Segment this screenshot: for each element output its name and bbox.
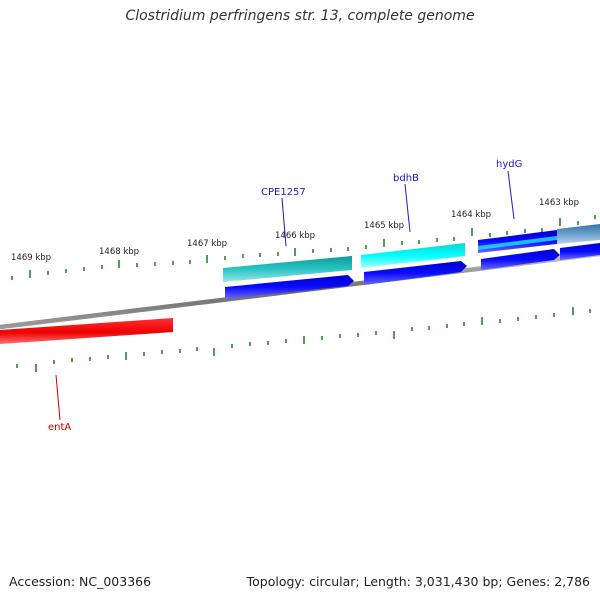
tick-label: 1467 kbp [187, 239, 227, 249]
label-leader-CPE1257 [281, 197, 287, 247]
outer-ticks [11, 215, 596, 280]
feature-bdhB[interactable] [361, 243, 465, 268]
feature-lower-2[interactable] [364, 261, 467, 285]
tick-label: 1468 kbp [99, 247, 139, 257]
tick-label: 1464 kbp [451, 210, 491, 220]
tick-label: 1465 kbp [364, 221, 404, 231]
inner-ticks [16, 307, 591, 372]
genome-summary-text: Topology: circular; Length: 3,031,430 bp… [246, 574, 590, 589]
feature-hydG-overlap [478, 236, 557, 250]
label-leader-entA [55, 374, 61, 421]
label-leader-bdhB [404, 183, 411, 233]
tick-label: 1466 kbp [275, 231, 315, 241]
feature-lower-1[interactable] [225, 275, 354, 299]
feature-lower-4[interactable] [560, 243, 600, 260]
tick-label: 1463 kbp [539, 198, 579, 208]
feature-lower-3[interactable] [481, 249, 560, 270]
accession-text: Accession: NC_003366 [9, 574, 152, 589]
tick-labels: 1469 kbp 1468 kbp 1467 kbp 1466 kbp 1465… [11, 198, 579, 263]
gene-label-CPE1257[interactable]: CPE1257 [261, 187, 306, 198]
feature-entA[interactable] [0, 318, 173, 344]
feature-upper-right[interactable] [557, 224, 600, 244]
gene-label-entA[interactable]: entA [48, 422, 71, 433]
gene-label-bdhB[interactable]: bdhB [393, 173, 419, 184]
feature-CPE1257[interactable] [223, 256, 352, 282]
label-leader-hydG [507, 170, 515, 220]
tick-label: 1469 kbp [11, 253, 51, 263]
gene-label-hydG[interactable]: hydG [496, 159, 522, 170]
map-title: Clostridium perfringens str. 13, complet… [125, 8, 475, 24]
